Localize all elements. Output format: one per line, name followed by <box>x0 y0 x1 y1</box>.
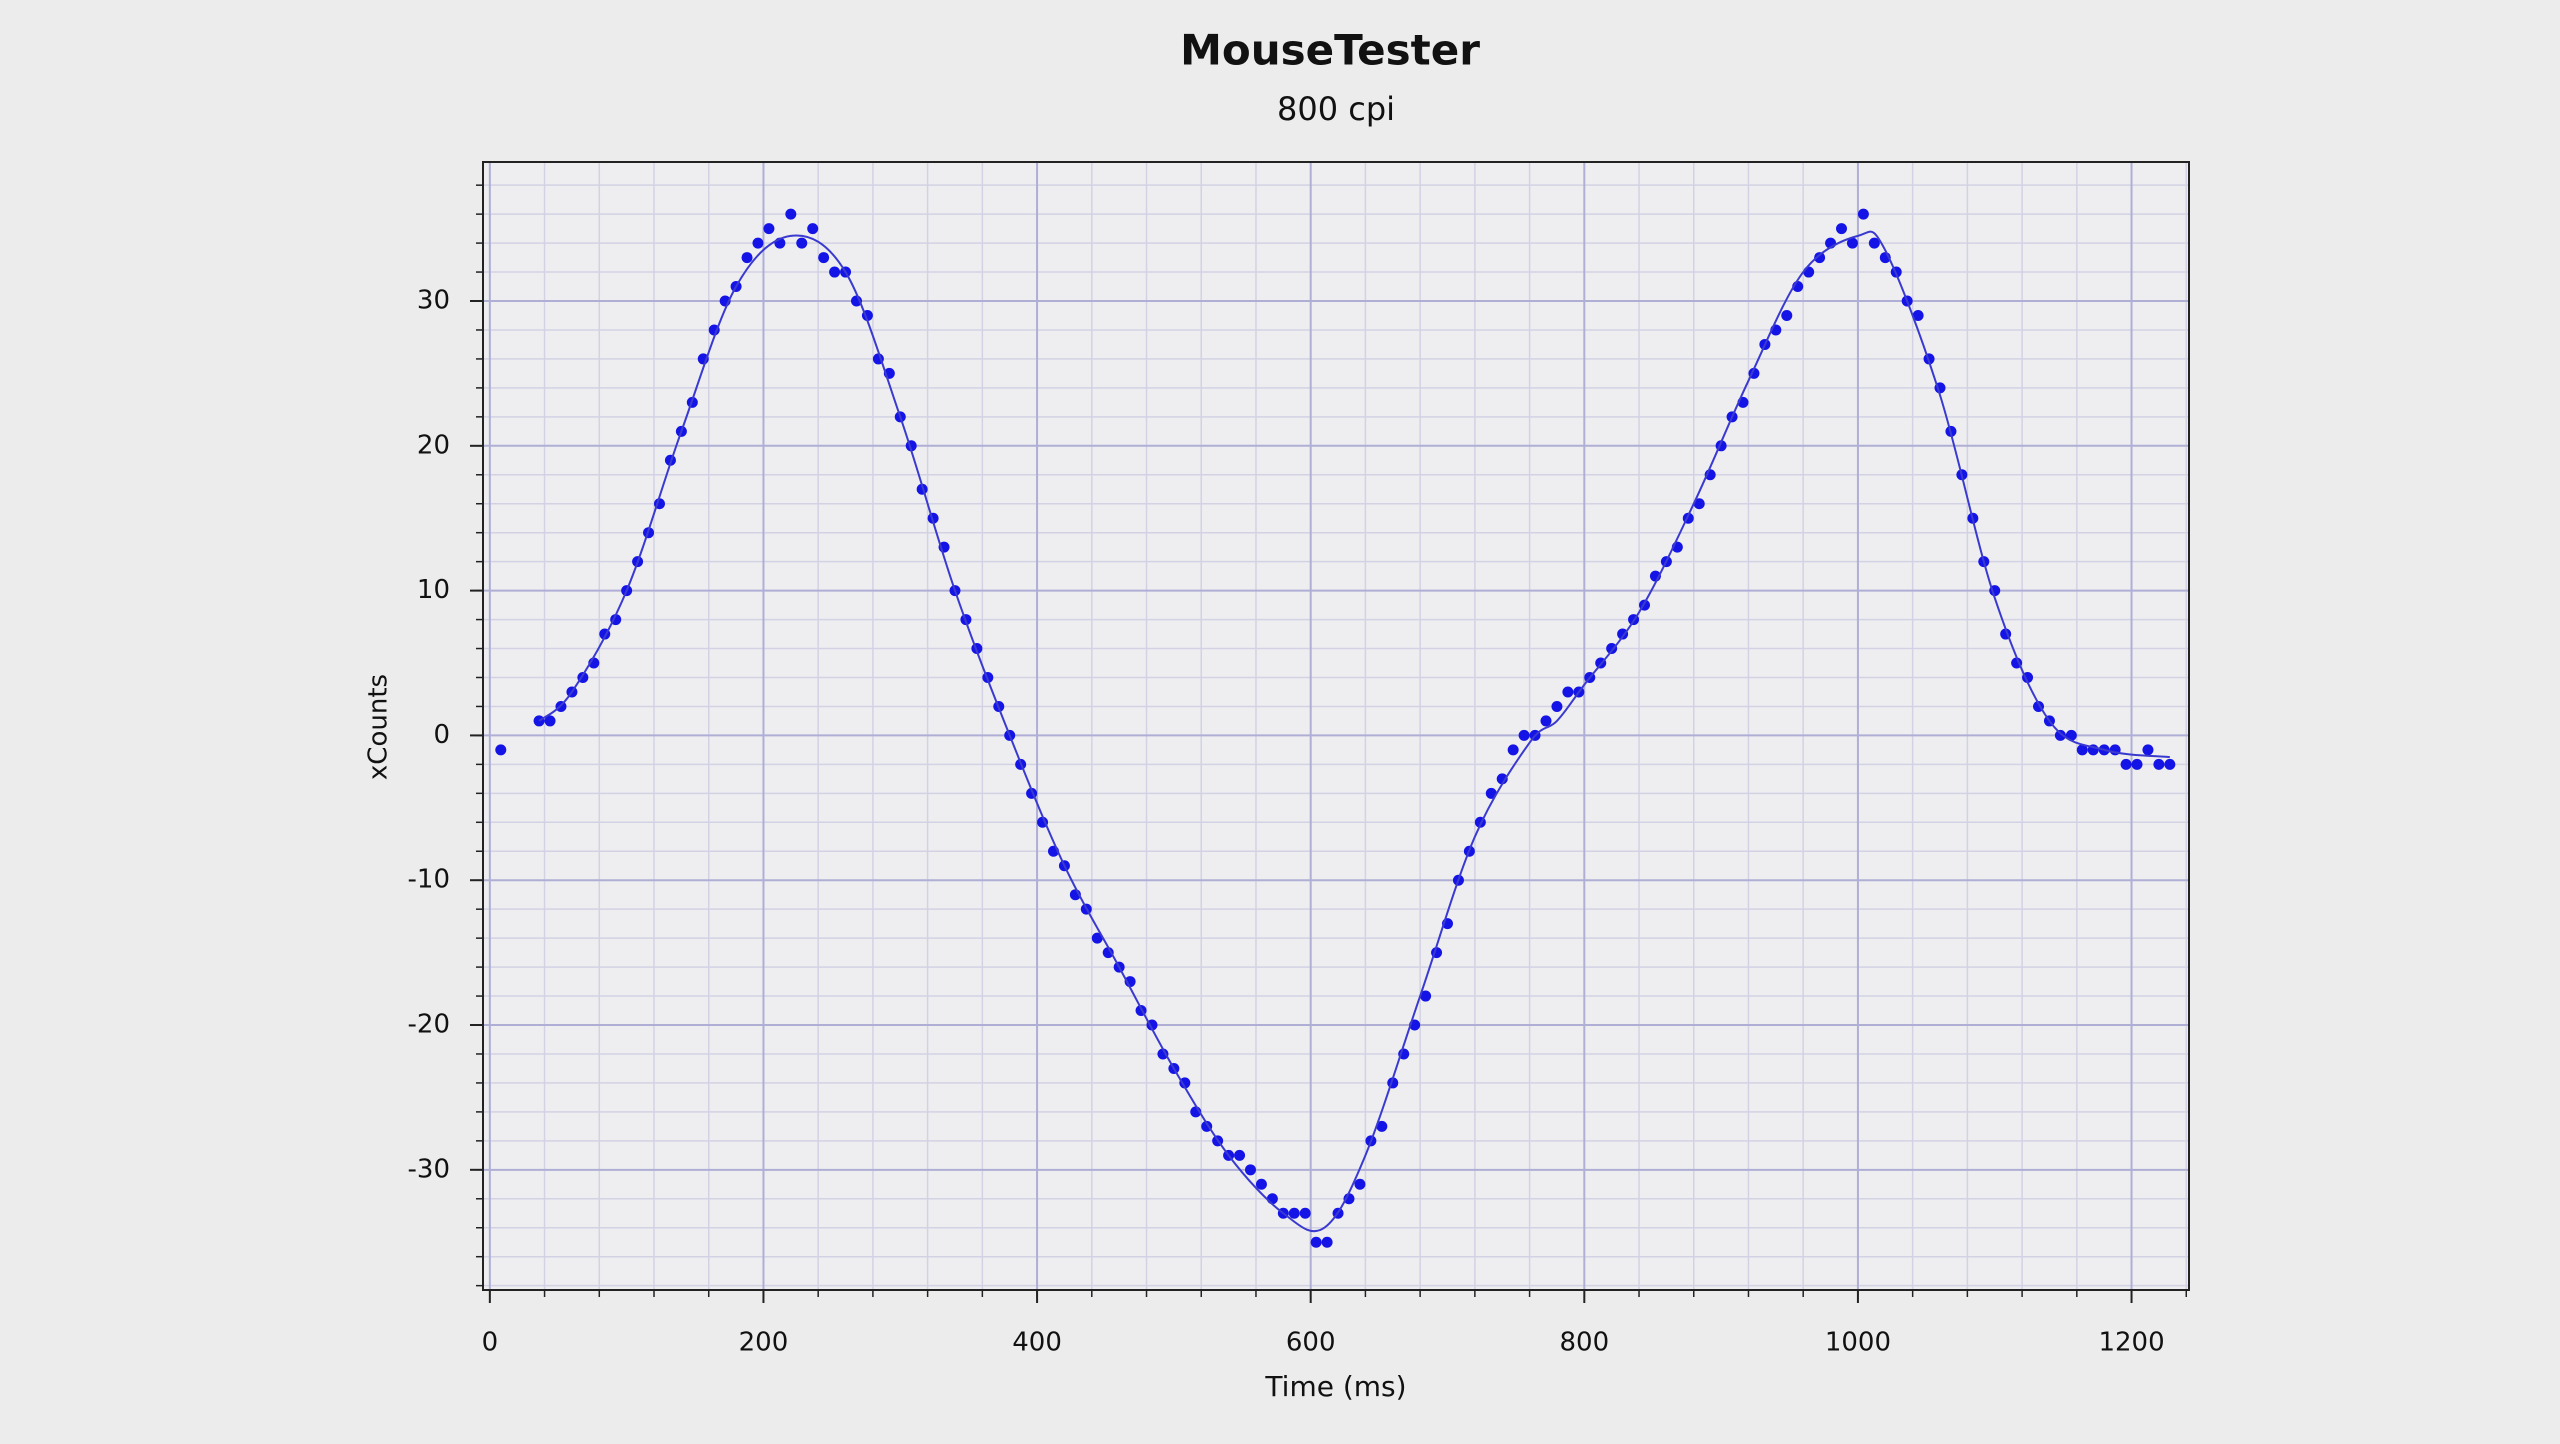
data-point <box>1288 1207 1300 1219</box>
data-point <box>1255 1178 1267 1190</box>
plot-area <box>483 162 2189 1290</box>
plot-border <box>482 161 2190 1291</box>
data-point <box>785 208 797 220</box>
data-point <box>1091 932 1103 944</box>
y-tick-label: 0 <box>433 720 450 750</box>
data-point <box>1868 237 1880 249</box>
data-point <box>1803 266 1815 278</box>
y-tick-label: -30 <box>408 1154 450 1184</box>
data-point <box>1912 309 1924 321</box>
data-point <box>1562 686 1574 698</box>
data-point <box>2131 758 2143 770</box>
x-tick-label: 600 <box>1286 1328 1336 1358</box>
data-point <box>741 252 753 264</box>
data-point <box>1310 1236 1322 1248</box>
chart-subtitle: 800 cpi <box>1277 90 1395 128</box>
x-tick-label: 200 <box>739 1328 789 1358</box>
data-point <box>1540 715 1552 727</box>
data-point <box>829 266 841 278</box>
data-point <box>1836 223 1848 235</box>
y-tick-label: 20 <box>417 430 450 460</box>
y-axis-label: xCounts <box>364 674 394 780</box>
data-point <box>2054 729 2066 741</box>
y-tick-label: -20 <box>408 1010 450 1040</box>
x-tick-label: 800 <box>1559 1328 1609 1358</box>
x-tick-label: 0 <box>482 1328 499 1358</box>
data-point <box>1321 1236 1333 1248</box>
data-point <box>1102 947 1114 959</box>
data-point <box>2153 758 2165 770</box>
y-tick-label: -10 <box>408 865 450 895</box>
data-point <box>1693 498 1705 510</box>
x-tick-label: 1000 <box>1825 1328 1891 1358</box>
x-axis-label: Time (ms) <box>1264 1370 1406 1403</box>
data-point <box>752 237 764 249</box>
y-tick-label: 10 <box>417 575 450 605</box>
data-point <box>796 237 808 249</box>
x-tick-label: 1200 <box>2098 1328 2164 1358</box>
data-point <box>818 252 830 264</box>
data-point <box>1518 729 1530 741</box>
chart-title: MouseTester <box>1180 26 1480 75</box>
data-point <box>544 715 556 727</box>
data-point <box>2120 758 2132 770</box>
data-point <box>2164 758 2176 770</box>
data-point <box>1376 1120 1388 1132</box>
data-point <box>763 223 775 235</box>
data-point <box>807 223 819 235</box>
data-point <box>1420 990 1432 1002</box>
data-point <box>1157 1048 1169 1060</box>
data-point <box>2142 744 2154 756</box>
data-point <box>1846 237 1858 249</box>
data-point <box>1234 1149 1246 1161</box>
data-point <box>1551 700 1563 712</box>
y-tick-label: 30 <box>417 286 450 316</box>
data-point <box>1354 1178 1366 1190</box>
data-point <box>1485 787 1497 799</box>
trend-line <box>538 230 2170 1233</box>
data-point <box>1857 208 1869 220</box>
x-tick-label: 400 <box>1012 1328 1062 1358</box>
data-point <box>1781 309 1793 321</box>
data-point <box>1266 1193 1278 1205</box>
data-point <box>1244 1164 1256 1176</box>
data-point <box>1179 1077 1191 1089</box>
data-point <box>1299 1207 1311 1219</box>
data-point <box>1814 252 1826 264</box>
data-point <box>1507 744 1519 756</box>
data-point <box>2076 744 2088 756</box>
data-point <box>495 744 507 756</box>
